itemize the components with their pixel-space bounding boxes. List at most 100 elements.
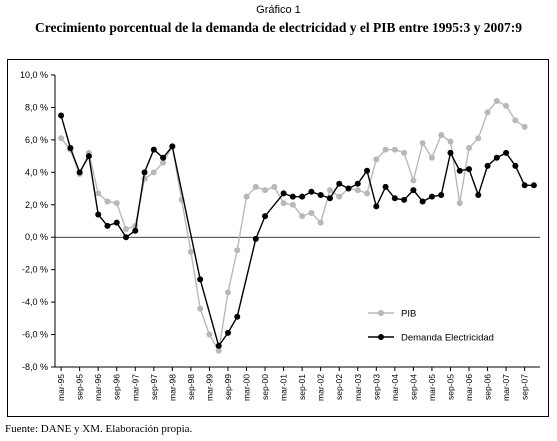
data-point xyxy=(252,235,259,242)
data-point xyxy=(206,331,213,338)
data-point xyxy=(484,162,491,169)
legend-label: Demanda Electricidad xyxy=(401,333,494,344)
data-point xyxy=(503,102,510,109)
x-tick-label: mar-05 xyxy=(427,374,437,401)
data-point xyxy=(197,276,204,283)
data-point xyxy=(215,342,222,349)
y-tick-label: -4,0 % xyxy=(22,297,48,307)
data-point xyxy=(58,112,65,119)
x-tick-label: sep-95 xyxy=(75,374,85,400)
series-demanda-electricidad xyxy=(58,112,537,349)
data-point xyxy=(401,196,408,203)
y-tick-label: 4,0 % xyxy=(25,167,48,177)
data-point xyxy=(373,156,380,163)
data-point xyxy=(317,219,324,226)
data-point xyxy=(169,143,176,150)
data-point xyxy=(234,247,241,254)
data-point xyxy=(428,193,435,200)
data-point xyxy=(67,145,74,151)
x-tick-label: mar-02 xyxy=(316,374,326,401)
data-point xyxy=(289,193,296,200)
data-point xyxy=(132,227,139,234)
x-tick-label: mar-96 xyxy=(93,374,103,401)
data-point xyxy=(493,97,500,104)
x-tick-label: mar-99 xyxy=(204,374,214,401)
data-point xyxy=(234,313,241,320)
data-point xyxy=(401,149,408,156)
data-point xyxy=(336,193,343,200)
data-point xyxy=(438,192,445,199)
x-tick-label: sep-01 xyxy=(297,374,307,400)
legend-label: PIB xyxy=(401,309,416,320)
y-tick-labels: -8,0 % -6,0 % -4,0 % -2,0 % 0,0 % 2,0 % 4,0 % 6… xyxy=(20,70,48,372)
data-point xyxy=(197,305,204,312)
data-point xyxy=(530,182,537,189)
data-point xyxy=(215,347,222,354)
data-point xyxy=(391,195,398,202)
data-point xyxy=(122,226,129,233)
data-point xyxy=(160,159,167,166)
data-point xyxy=(475,192,482,199)
data-point xyxy=(456,167,463,174)
data-point xyxy=(373,203,380,210)
data-point xyxy=(484,109,491,116)
data-point xyxy=(271,183,278,190)
x-tick-label: sep-05 xyxy=(445,374,455,400)
data-point xyxy=(150,146,157,153)
legend-marker xyxy=(378,310,384,316)
x-tick-label: sep-99 xyxy=(223,374,233,400)
data-point xyxy=(308,188,315,195)
x-tick-label: mar-95 xyxy=(56,374,66,401)
chart-frame: -8,0 % -6,0 % -4,0 % -2,0 % 0,0 % 2,0 % 4,0 % 6… xyxy=(7,59,549,417)
data-point xyxy=(113,200,120,207)
x-tick-labels: mar-95 sep-95 mar-96 sep-96 mar-97 sep-97 mar-… xyxy=(56,374,530,401)
axes xyxy=(51,74,540,371)
legend-marker xyxy=(378,334,384,340)
legend: PIB Demanda Electricidad xyxy=(368,309,494,344)
x-tick-label: sep-03 xyxy=(371,374,381,400)
data-point xyxy=(299,193,306,200)
data-point xyxy=(262,213,269,220)
y-tick-label: -8,0 % xyxy=(22,362,48,372)
data-point xyxy=(521,182,528,189)
y-tick-label: 8,0 % xyxy=(25,102,48,112)
data-point xyxy=(447,149,454,156)
data-point xyxy=(326,195,333,202)
series-line xyxy=(60,100,526,353)
data-point xyxy=(122,234,129,241)
data-point xyxy=(280,200,287,207)
x-tick-label: sep-00 xyxy=(260,374,270,400)
x-tick-label: sep-04 xyxy=(408,374,418,400)
x-tick-label: sep-02 xyxy=(334,374,344,400)
data-point xyxy=(382,146,389,153)
data-point xyxy=(493,154,500,161)
data-point xyxy=(354,187,361,194)
data-point xyxy=(104,222,111,229)
data-point xyxy=(76,169,83,176)
data-point xyxy=(289,201,296,208)
data-point xyxy=(391,146,398,153)
x-tick-label: mar-07 xyxy=(501,374,511,401)
data-point xyxy=(317,192,324,199)
x-tick-label: sep-98 xyxy=(186,374,196,400)
x-tick-label: mar-01 xyxy=(279,374,289,401)
data-point xyxy=(224,289,231,296)
chart-caption: Gráfico 1 xyxy=(256,4,301,16)
data-point xyxy=(326,187,333,194)
x-tick-label: sep-96 xyxy=(112,374,122,400)
x-tick-label: mar-97 xyxy=(130,374,140,401)
line-chart: -8,0 % -6,0 % -4,0 % -2,0 % 0,0 % 2,0 % 4,0 % 6… xyxy=(20,70,540,401)
data-point xyxy=(299,213,306,220)
y-tick-label: -6,0 % xyxy=(22,330,48,340)
data-point xyxy=(456,200,463,207)
data-point xyxy=(262,187,269,194)
data-point xyxy=(150,169,157,176)
data-point xyxy=(382,183,389,190)
data-point xyxy=(419,198,426,205)
data-point xyxy=(466,166,473,173)
y-tick-label: 10,0 % xyxy=(20,70,48,80)
x-tick-label: sep-97 xyxy=(149,374,159,400)
x-tick-label: mar-04 xyxy=(390,374,400,401)
x-tick-label: mar-98 xyxy=(167,374,177,401)
data-point xyxy=(280,190,287,197)
